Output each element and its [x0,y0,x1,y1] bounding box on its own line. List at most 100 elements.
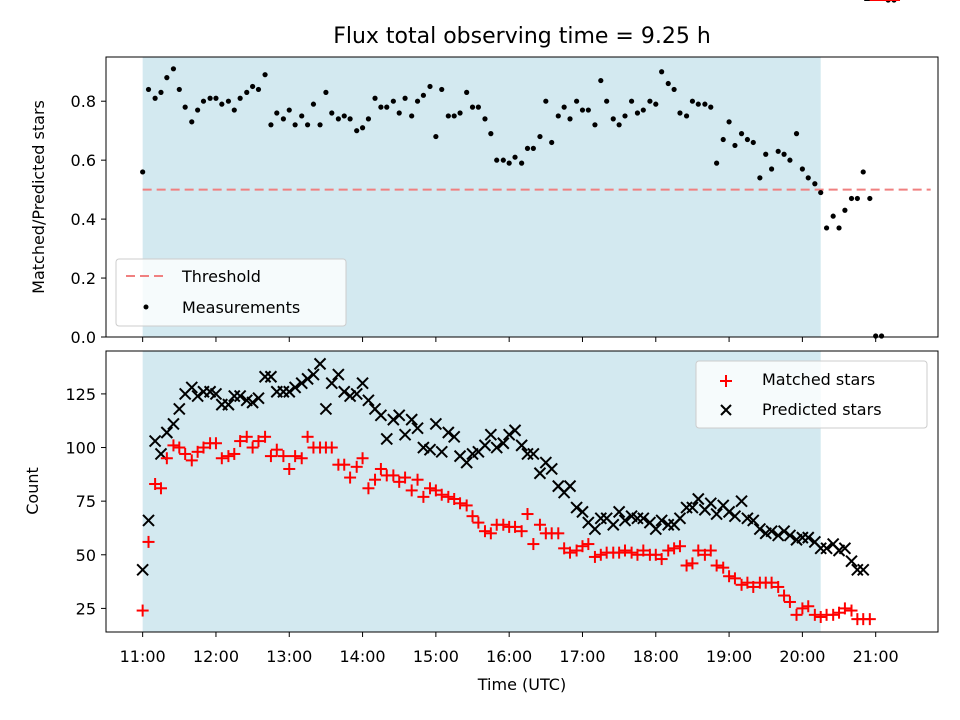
x-tick-label: 20:00 [779,647,825,666]
predicted-stars-point [325,376,338,390]
predicted-stars-point [508,424,522,437]
predicted-stars-point [398,428,412,441]
matched-stars-point [673,540,686,553]
matched-stars-point [838,602,851,615]
measurement-point [561,104,567,110]
count-legend-box [695,360,928,429]
matched-stars-point [625,546,638,559]
matched-stars-point [478,525,491,538]
predicted-stars-point [167,417,180,431]
measurement-point [671,86,677,93]
predicted-stars-point [160,426,174,439]
legend-matched-label: Matched stars [762,370,875,389]
measurement-point [695,101,701,107]
legend-measurements-label: Measurements [182,298,300,317]
measurement-point [219,101,225,107]
measurement-point [585,107,591,113]
measurement-point [836,225,842,231]
measurement-point [378,104,384,110]
measurement-point [469,104,476,110]
matched-stars-point [692,544,705,557]
measurement-point [494,157,500,163]
matched-stars-point [655,553,668,566]
measurement-point [867,195,873,202]
predicted-stars-point [594,512,608,525]
matched-stars-point [594,548,607,561]
ratio-y-tick-label: 0.8 [71,92,96,111]
matched-stars-point [399,471,412,484]
measurement-point [427,83,433,90]
matched-stars-point [662,544,675,557]
matched-stars-point [783,595,796,608]
ratio-y-tick-label: 0.2 [71,269,96,288]
predicted-stars-point [728,509,742,523]
count-legend: Matched stars Predicted stars [695,360,928,429]
predicted-stars-point [710,507,723,521]
measurement-point [543,98,549,104]
matched-stars-point [142,535,155,548]
predicted-stars-point [283,385,296,398]
predicted-stars-point [374,409,388,422]
measurement-point [653,101,659,107]
measurement-point [781,151,787,157]
measurement-point [616,122,622,128]
x-tick-label: 18:00 [633,647,679,666]
predicted-stars-point [307,368,320,381]
predicted-stars-point [185,381,198,394]
matched-stars-point [246,441,259,454]
measurement-point [634,110,641,116]
measurement-point [793,131,800,137]
matched-stars-point [252,435,265,448]
matched-stars-point [509,520,522,533]
predicted-stars-point [405,413,418,426]
predicted-stars-point [332,368,345,381]
measurement-point [598,77,604,84]
x-axis-label: Time (UTC) [477,675,566,694]
ratio-panel-frame [105,56,939,338]
measurement-point [567,116,573,122]
predicted-stars-point [209,387,223,401]
matched-stars-point [234,435,247,448]
matched-stars-point [484,527,497,540]
matched-stars-point [209,437,222,450]
legend-predicted-label: Predicted stars [762,400,882,419]
matched-stars-point [264,450,277,463]
measurement-point [347,116,353,122]
measurement-point [457,110,463,116]
measurement-point [475,104,481,110]
matched-stars-point [710,559,723,572]
measurement-point [763,151,769,157]
predicted-stars-point [588,522,602,536]
matched-stars-point [680,559,693,572]
x-tick-label: 16:00 [486,647,532,666]
predicted-stars-point [338,385,351,398]
predicted-stars-point [460,456,473,469]
legend-measurements-swatch [143,304,149,310]
predicted-stars-point [662,518,675,531]
matched-stars-point [863,613,876,626]
matched-stars-point [552,527,565,540]
measurement-point [237,95,243,101]
matched-stars-point [154,482,167,495]
predicted-stars-point [319,402,333,416]
predicted-stars-point [233,389,247,403]
matched-stars-point [179,447,192,460]
predicted-stars-point [264,370,278,383]
predicted-stars-point [680,501,693,514]
predicted-stars-point [527,447,540,461]
predicted-stars-point [295,376,308,390]
measurement-point [396,110,402,116]
predicted-stars-point [191,389,204,403]
predicted-stars-point [631,512,644,525]
x-tick-label: 12:00 [193,647,239,666]
matched-stars-point [668,542,681,555]
count-panel-frame [105,350,939,633]
matched-stars-point [704,544,717,557]
matched-stars-point [582,538,595,551]
measurement-point [231,107,237,113]
matched-stars-point [215,452,228,465]
measurement-point [689,98,696,104]
matched-stars-point [728,572,741,585]
matched-stars-point [790,608,803,621]
measurement-point [769,166,775,172]
